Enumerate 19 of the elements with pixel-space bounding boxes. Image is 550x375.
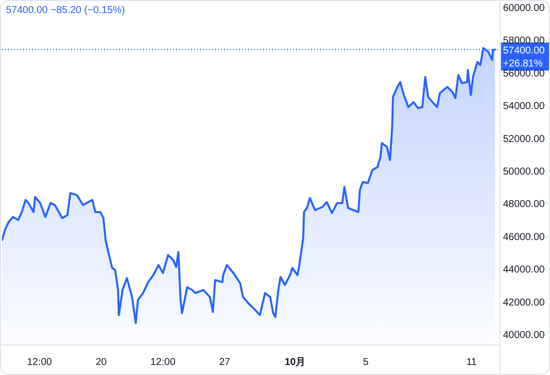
y-tick-label: 60000.00: [503, 3, 546, 14]
x-tick-label: 27: [219, 357, 231, 368]
y-tick-label: 44000.00: [503, 264, 546, 276]
y-tick-label: 50000.00: [503, 166, 546, 178]
y-tick-label: 40000.00: [503, 330, 546, 342]
y-tick-label: 46000.00: [503, 232, 546, 243]
ref-line-label: 57400.00 +26.81%: [503, 46, 546, 70]
x-tick-label: 10月: [284, 357, 306, 368]
x-tick-label: 5: [362, 357, 369, 368]
x-tick-label: 20: [96, 357, 108, 368]
y-tick-label: 52000.00: [503, 134, 546, 145]
x-tick-label: 12:00: [26, 357, 52, 368]
x-tick-label: 11: [466, 357, 478, 368]
y-tick-label: 42000.00: [503, 297, 546, 308]
x-tick-label: 12:00: [150, 357, 176, 368]
y-tick-label: 56000.00: [503, 68, 546, 80]
chart-title: 57400.00 −85.20 (−0.15%): [6, 5, 125, 16]
y-tick-label: 54000.00: [503, 101, 546, 112]
y-tick-label: 48000.00: [503, 199, 546, 210]
